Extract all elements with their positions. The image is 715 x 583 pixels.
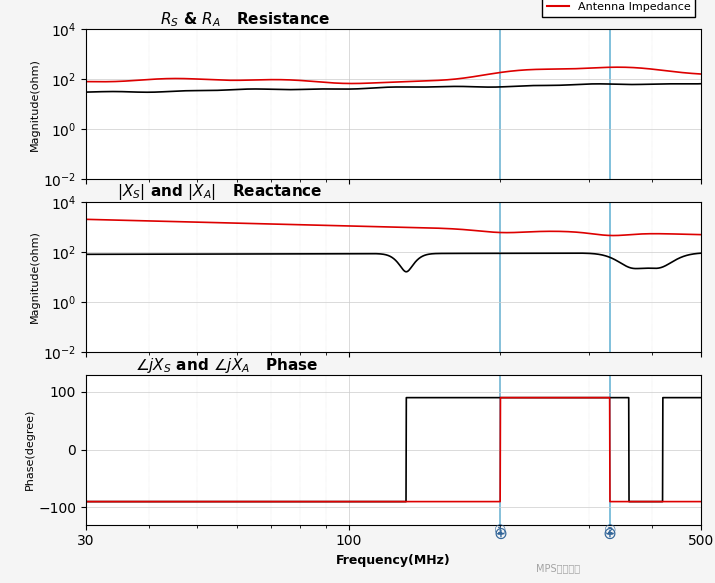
Text: $|X_S|$ and $|X_A|$   Reactance: $|X_S|$ and $|X_A|$ Reactance — [117, 182, 322, 202]
X-axis label: Frequency(MHz): Frequency(MHz) — [336, 554, 450, 567]
Y-axis label: Phase(degree): Phase(degree) — [25, 409, 35, 490]
Y-axis label: Magnitude(ohm): Magnitude(ohm) — [30, 58, 40, 150]
Legend: Source Impedance, Antenna Impedance: Source Impedance, Antenna Impedance — [543, 0, 695, 16]
Y-axis label: Magnitude(ohm): Magnitude(ohm) — [30, 230, 40, 324]
Text: $R_S$ & $R_A$   Resistance: $R_S$ & $R_A$ Resistance — [159, 10, 330, 29]
Text: ①: ① — [494, 524, 507, 538]
Text: ⊕: ⊕ — [603, 525, 617, 543]
Text: $\angle jX_S$ and $\angle jX_A$   Phase: $\angle jX_S$ and $\angle jX_A$ Phase — [135, 356, 318, 374]
Text: MPS芯源系统: MPS芯源系统 — [536, 563, 580, 573]
Text: ②: ② — [603, 524, 616, 538]
Text: ⊕: ⊕ — [493, 525, 508, 543]
